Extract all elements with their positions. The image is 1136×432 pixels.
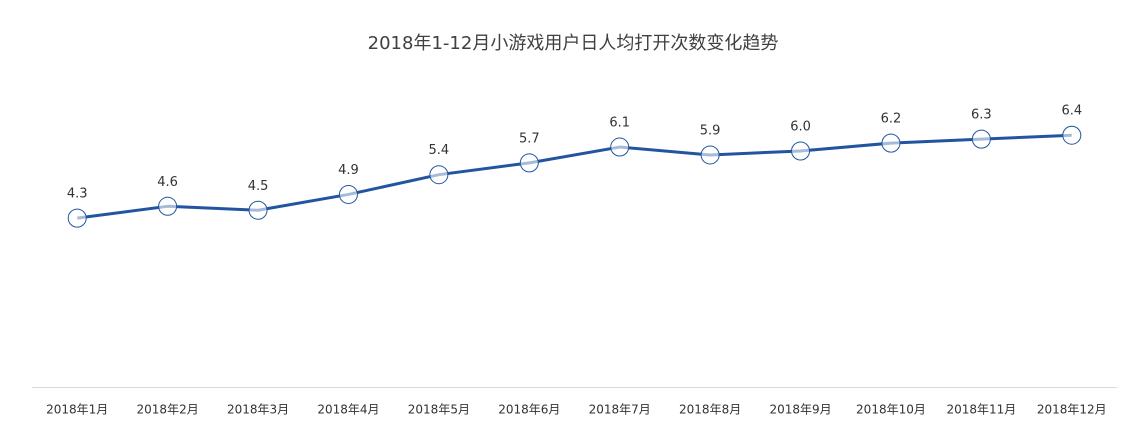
- value-label: 6.3: [971, 108, 992, 123]
- point: [158, 196, 178, 216]
- x-tick-label: 2018年9月: [769, 403, 831, 417]
- x-tick-label: 2018年12月: [1037, 403, 1107, 417]
- x-tick-label: 2018年2月: [137, 403, 199, 417]
- point: [610, 137, 630, 157]
- line: [77, 133, 1072, 220]
- point: [791, 141, 811, 161]
- value-label: 4.9: [338, 163, 359, 178]
- value-label: 6.1: [609, 116, 630, 131]
- value-label: 6.0: [790, 120, 811, 135]
- x-tick-label: 2018年5月: [408, 403, 470, 417]
- value-label: 5.7: [519, 131, 540, 146]
- point: [338, 184, 358, 204]
- x-tick-label: 2018年4月: [317, 403, 379, 417]
- x-tick-label: 2018年3月: [227, 403, 289, 417]
- point: [67, 208, 87, 228]
- x-tick-label: 2018年7月: [589, 403, 651, 417]
- point: [248, 200, 268, 220]
- point: [971, 129, 991, 149]
- point: [700, 145, 720, 165]
- chart-title: 2018年1-12月小游戏用户日人均打开次数变化趋势: [368, 33, 779, 54]
- value-label: 6.2: [881, 112, 902, 127]
- x-tick-label: 2018年8月: [679, 403, 741, 417]
- value-label: 4.3: [67, 187, 88, 202]
- point: [1062, 125, 1082, 145]
- value-label: 6.4: [1061, 104, 1082, 119]
- point: [429, 165, 449, 185]
- value-label: 5.4: [429, 143, 450, 158]
- value-label: 5.9: [700, 123, 721, 138]
- x-tick-label: 2018年11月: [946, 403, 1016, 417]
- x-tick-label: 2018年6月: [498, 403, 560, 417]
- value-label: 4.5: [248, 179, 269, 194]
- value-label: 4.6: [157, 175, 178, 190]
- point: [881, 133, 901, 153]
- x-tick-label: 2018年10月: [856, 403, 926, 417]
- point: [519, 153, 539, 173]
- x-tick-label: 2018年1月: [46, 403, 108, 417]
